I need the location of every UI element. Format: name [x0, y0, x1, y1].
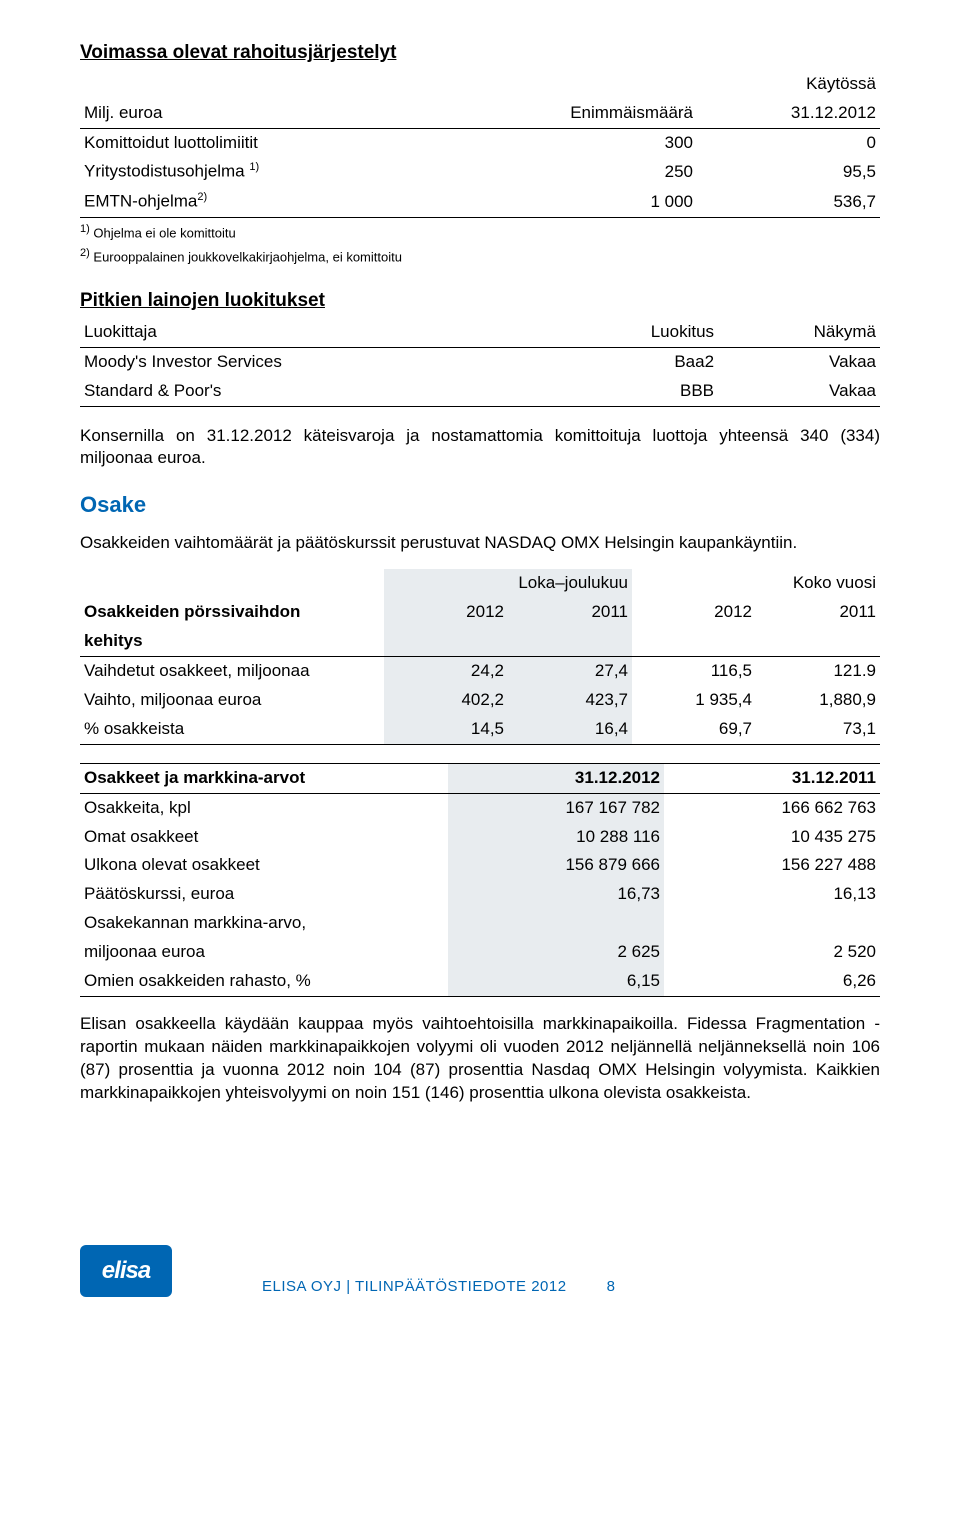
section-title-financing: Voimassa olevat rahoitusjärjestelyt — [80, 40, 880, 66]
table-row: miljoonaa euroa — [80, 938, 448, 967]
footnote: 2) Eurooppalainen joukkovelkakirjaohjelm… — [80, 246, 880, 266]
footer-page-number: 8 — [607, 1277, 616, 1297]
paragraph-fidessa: Elisan osakkeella käydään kauppaa myös v… — [80, 1013, 880, 1105]
table-row: Komittoidut luottolimiitit — [80, 128, 440, 157]
row-header: kehitys — [80, 627, 384, 656]
col-used-top: Käytössä — [697, 70, 880, 99]
paragraph-cash: Konsernilla on 31.12.2012 käteisvaroja j… — [80, 425, 880, 471]
ratings-table: Luokittaja Luokitus Näkymä Moody's Inves… — [80, 318, 880, 407]
footer-doc-title: ELISA OYJ | TILINPÄÄTÖSTIEDOTE 2012 — [262, 1277, 567, 1297]
trading-table: Loka–joulukuu Koko vuosi Osakkeiden pörs… — [80, 569, 880, 745]
table-row: Päätöskurssi, euroa — [80, 880, 448, 909]
shares-table: Osakkeet ja markkina-arvot 31.12.2012 31… — [80, 763, 880, 998]
footnote: 1) Ohjelma ei ole komittoitu — [80, 222, 880, 242]
heading-osake: Osake — [80, 490, 880, 520]
col-milj: Milj. euroa — [80, 99, 440, 128]
table-row: Moody's Investor Services — [80, 347, 554, 376]
page-footer: elisa ELISA OYJ | TILINPÄÄTÖSTIEDOTE 201… — [80, 1245, 880, 1297]
section-title-ratings: Pitkien lainojen luokitukset — [80, 288, 880, 314]
table-row: Standard & Poor's — [80, 377, 554, 406]
col-used-date: 31.12.2012 — [697, 99, 880, 128]
table-row: Osakekannan markkina-arvo, — [80, 909, 448, 938]
row-header: Osakkeiden pörssivaihdon — [80, 598, 384, 627]
table-row: EMTN-ohjelma2) — [80, 187, 440, 217]
table-row: Omien osakkeiden rahasto, % — [80, 967, 448, 996]
col-max: Enimmäismäärä — [440, 99, 697, 128]
table-row: Vaihto, miljoonaa euroa — [80, 686, 384, 715]
table-row: Omat osakkeet — [80, 823, 448, 852]
table-row: Ulkona olevat osakkeet — [80, 851, 448, 880]
table-row: Vaihdetut osakkeet, miljoonaa — [80, 656, 384, 685]
financing-table: Käytössä Milj. euroa Enimmäismäärä 31.12… — [80, 70, 880, 218]
paragraph-nasdaq: Osakkeiden vaihtomäärät ja päätöskurssit… — [80, 532, 880, 555]
table-row: % osakkeista — [80, 715, 384, 744]
table-row: Yritystodistusohjelma 1) — [80, 157, 440, 187]
table-row: Osakkeita, kpl — [80, 793, 448, 822]
elisa-logo: elisa — [80, 1245, 172, 1297]
